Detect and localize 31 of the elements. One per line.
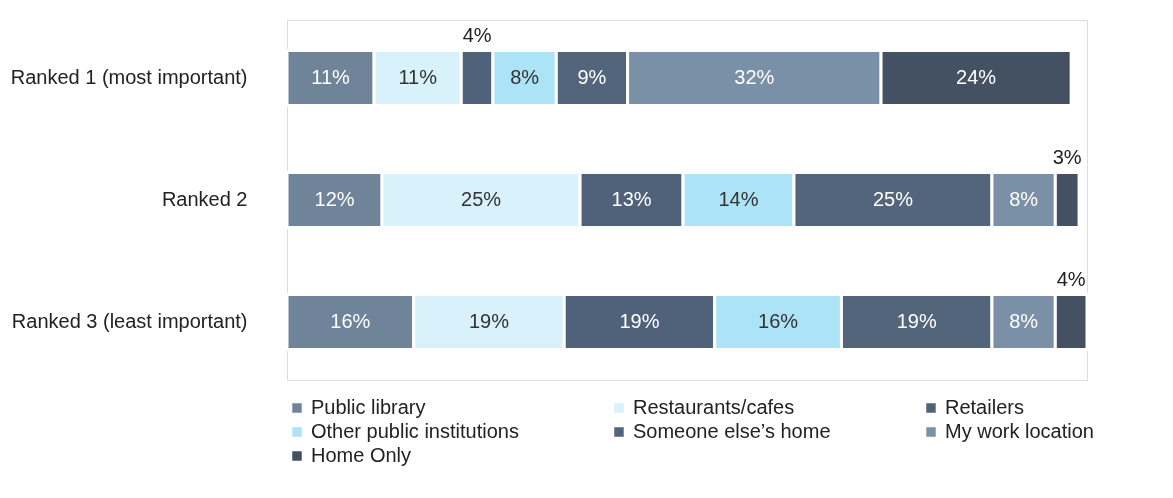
data-label: 8%: [1009, 310, 1039, 333]
data-label: 16%: [758, 310, 799, 333]
data-label: 19%: [468, 310, 510, 333]
data-label: 11%: [398, 65, 438, 88]
data-label: 13%: [611, 188, 652, 210]
data-label: 12%: [314, 188, 355, 210]
data-label: 11%: [311, 65, 351, 88]
data-label: 8%: [510, 65, 540, 88]
data-label: 4%: [1056, 268, 1086, 291]
data-label: 16%: [330, 310, 371, 333]
legend-label: Public library: [311, 396, 426, 418]
data-label: 8%: [1009, 188, 1039, 210]
legend-label: Retailers: [945, 396, 1024, 418]
legend-label: My work location: [945, 420, 1094, 442]
data-label: 32%: [734, 65, 775, 88]
data-label: 25%: [461, 188, 502, 210]
data-label: 14%: [718, 188, 759, 210]
data-label: 9%: [577, 65, 607, 88]
data-label: 3%: [1052, 146, 1082, 168]
legend-label: Other public institutions: [311, 420, 519, 442]
y-tick-label: Ranked 1 (most important): [10, 65, 248, 88]
data-label: 19%: [896, 310, 937, 333]
y-tick-label: Ranked 2: [161, 188, 248, 210]
legend-label: Home Only: [311, 444, 412, 466]
data-label: 19%: [619, 310, 660, 333]
y-tick-label: Ranked 3 (least important): [11, 310, 248, 333]
legend-label: Someone else’s home: [633, 420, 831, 442]
data-label: 24%: [956, 65, 997, 88]
data-label: 4%: [462, 23, 492, 46]
data-label: 25%: [872, 188, 914, 210]
legend-label: Restaurants/cafes: [633, 396, 795, 418]
